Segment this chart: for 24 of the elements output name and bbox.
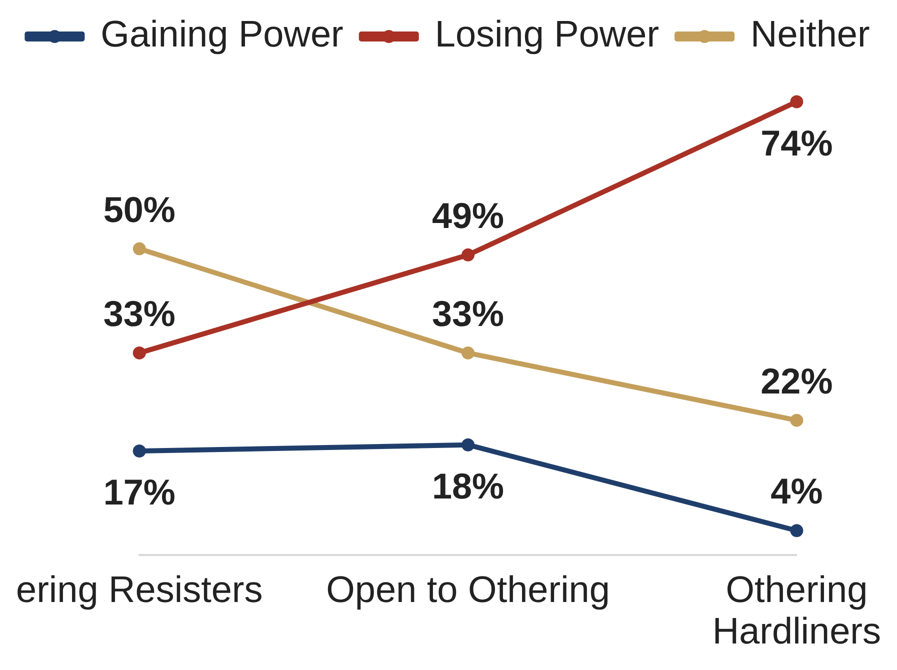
point	[790, 414, 804, 427]
legend-label: Gaining Power	[100, 14, 344, 55]
data-label: 50%	[103, 188, 176, 230]
legend-label: Neither	[750, 14, 870, 55]
legend-label: Losing Power	[434, 14, 660, 55]
point	[132, 242, 146, 256]
point	[132, 444, 146, 458]
point	[132, 346, 146, 360]
data-label: 49%	[432, 194, 504, 236]
point	[462, 248, 475, 262]
x-tick-label: ering Resisters	[16, 569, 263, 610]
data-label: 22%	[760, 360, 833, 402]
data-label: 17%	[103, 472, 176, 513]
data-label: 33%	[103, 292, 176, 334]
x-tick-label: Othering Hardliners	[712, 569, 882, 652]
data-label: 33%	[432, 292, 504, 334]
data-label: 74%	[760, 122, 833, 164]
x-tick-label: Open to Othering	[326, 569, 610, 610]
point	[462, 438, 475, 452]
point	[790, 95, 804, 108]
point	[462, 346, 475, 360]
data-label: 18%	[432, 466, 504, 507]
data-label: 4%	[770, 470, 823, 512]
point	[790, 524, 804, 538]
